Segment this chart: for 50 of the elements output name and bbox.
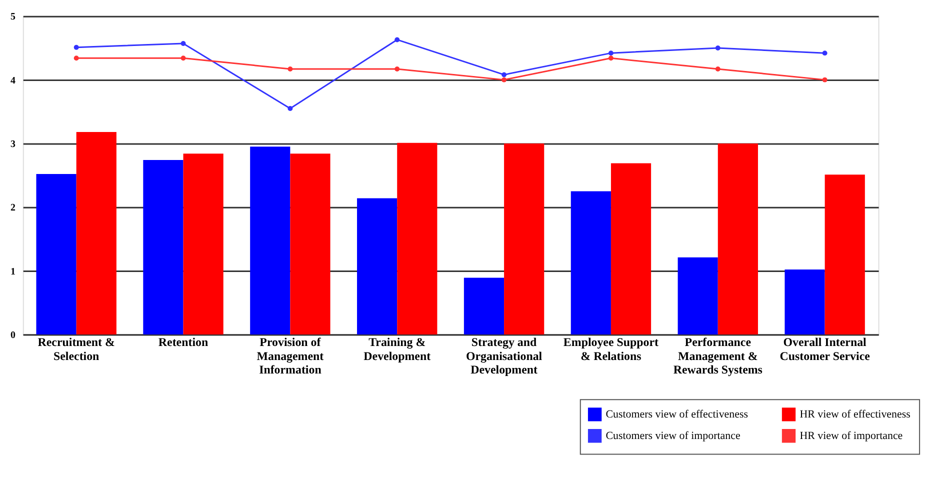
x-tick-label: Strategy and Organisational Development xyxy=(466,334,543,377)
bar xyxy=(718,143,758,334)
bar xyxy=(824,174,865,334)
point xyxy=(502,72,507,78)
y-tick-label: 4 xyxy=(10,75,16,86)
point xyxy=(715,66,720,72)
legend-label: HR view of effectiveness xyxy=(800,408,910,420)
point xyxy=(822,50,828,56)
bar xyxy=(36,174,76,334)
point xyxy=(288,106,293,111)
x-tick-label: Training & Development xyxy=(364,334,431,363)
bar xyxy=(183,154,224,334)
x-tick-label: Employee Support & Relations xyxy=(563,334,659,363)
legend-label: Customers view of effectiveness xyxy=(606,408,748,420)
y-tick-label: 2 xyxy=(10,202,16,214)
y-tick-label: 5 xyxy=(10,12,16,23)
bar xyxy=(678,257,718,334)
point xyxy=(394,37,400,42)
y-tick-label: 3 xyxy=(10,138,16,150)
legend-label: Customers view of importance xyxy=(606,430,740,442)
point xyxy=(180,56,186,61)
point xyxy=(180,41,186,46)
point xyxy=(822,77,828,82)
legend-label: HR view of importance xyxy=(800,430,903,442)
point xyxy=(74,44,79,50)
y-tick-label: 1 xyxy=(10,266,16,278)
point xyxy=(74,56,79,61)
x-tick-label: Retention xyxy=(158,334,208,349)
bar xyxy=(76,132,116,334)
bar xyxy=(504,143,544,334)
point xyxy=(715,46,720,50)
x-tick-label: Recruitment & Selection xyxy=(38,334,115,363)
point xyxy=(502,77,507,82)
x-tick-label: Overall Internal Customer Service xyxy=(780,334,870,363)
x-tick-label: Provision of Management Information xyxy=(256,334,324,377)
bar xyxy=(784,270,825,334)
point xyxy=(608,50,614,56)
y-tick-label: 0 xyxy=(10,330,16,341)
bar xyxy=(397,142,438,334)
bar xyxy=(464,278,504,334)
bar xyxy=(290,154,330,334)
point xyxy=(288,66,293,72)
x-tick-label: Performance Management & Rewards Systems xyxy=(673,334,763,377)
point xyxy=(394,66,400,72)
bar xyxy=(610,163,652,334)
bar xyxy=(570,191,611,334)
bar xyxy=(250,146,290,334)
bar xyxy=(143,160,184,334)
point xyxy=(608,56,614,61)
bar xyxy=(357,198,398,334)
